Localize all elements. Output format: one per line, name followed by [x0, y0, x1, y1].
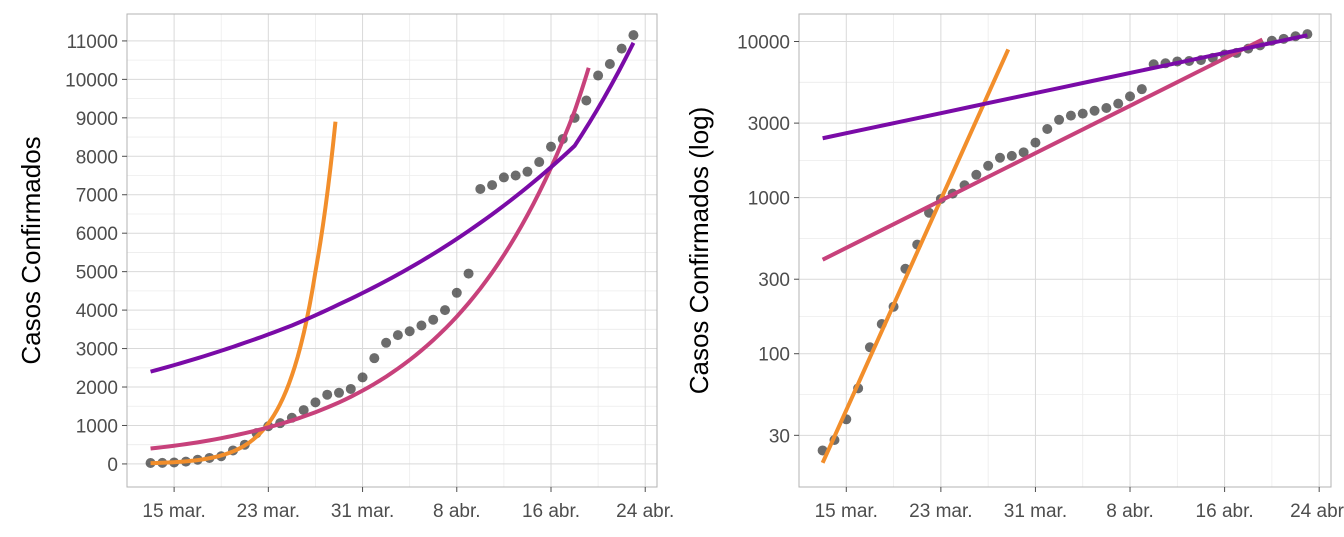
log-plot-background — [799, 14, 1331, 487]
linear-y-tick-label: 10000 — [65, 70, 118, 91]
log-data-point — [1136, 84, 1147, 95]
linear-data-point — [487, 180, 498, 191]
log-x-tick-label: 24 abr. — [1290, 501, 1344, 522]
linear-y-tick-label: 6000 — [76, 224, 118, 245]
log-plot-frame — [798, 13, 1332, 488]
log-data-point — [1065, 110, 1076, 121]
linear-data-point — [440, 305, 450, 316]
log-data-point — [1030, 137, 1041, 148]
linear-data-point — [534, 157, 545, 168]
linear-fit-line-3 — [150, 41, 636, 374]
log-gridlines — [799, 14, 1331, 487]
log-fit-line-2 — [821, 37, 1264, 262]
linear-y-tick-label: 4000 — [76, 301, 118, 322]
linear-data-point — [345, 383, 356, 394]
log-y-tick-label: 300 — [758, 270, 790, 291]
log-data-point — [994, 152, 1005, 163]
linear-data-point — [381, 337, 392, 348]
log-scale-panel: 30 100 300 1000 3000 10000 15 mar. 23 mar. 31 ma… — [684, 13, 1344, 522]
log-x-tick-label: 16 abr. — [1196, 501, 1254, 522]
log-data-point — [1042, 124, 1053, 135]
linear-y-tick-label: 7000 — [76, 186, 118, 207]
linear-data-point — [475, 183, 486, 194]
linear-fit-line-1 — [150, 121, 338, 466]
linear-data-point — [510, 170, 521, 181]
linear-data-point — [581, 95, 592, 106]
linear-data-point — [593, 70, 604, 81]
log-x-tick-label: 31 mar. — [1004, 501, 1067, 522]
log-series-layer — [817, 29, 1313, 464]
linear-x-tick-label: 15 mar. — [142, 501, 205, 522]
linear-series-layer — [145, 30, 639, 468]
linear-data-point — [628, 30, 639, 41]
log-data-point — [1089, 105, 1100, 116]
linear-data-point — [428, 314, 439, 325]
linear-data-point — [463, 268, 474, 279]
linear-data-point — [334, 387, 344, 398]
log-data-point — [1077, 108, 1088, 119]
linear-scale-panel: 0 1000 2000 3000 4000 5000 6000 7000 8000 9000 100… — [16, 13, 674, 522]
log-x-tick-label: 15 mar. — [815, 501, 878, 522]
linear-data-point — [616, 43, 627, 54]
linear-data-point — [404, 326, 415, 337]
linear-data-point — [357, 372, 368, 383]
log-y-axis-title: Casos Confirmados (log) — [684, 107, 714, 395]
log-data-point — [1125, 91, 1136, 102]
log-y-tick-label: 30 — [769, 426, 790, 447]
linear-data-point — [546, 141, 556, 152]
linear-y-tick-label: 3000 — [76, 340, 118, 361]
log-data-point — [1018, 147, 1029, 158]
log-axes: 30 100 300 1000 3000 10000 15 mar. 23 mar. 31 ma… — [737, 32, 1344, 522]
linear-x-tick-label: 16 abr. — [522, 501, 580, 522]
log-fit-line-1 — [820, 48, 1011, 464]
linear-plot-background — [127, 14, 657, 487]
linear-data-point — [322, 389, 333, 400]
linear-data-point — [298, 405, 309, 416]
linear-y-tick-label: 5000 — [76, 263, 118, 284]
linear-data-point — [392, 330, 403, 341]
linear-y-tick-label: 11000 — [67, 32, 118, 53]
log-data-point — [1006, 150, 1017, 161]
log-data-point — [983, 160, 994, 171]
log-data-point — [971, 169, 982, 180]
log-y-tick-label: 1000 — [748, 189, 790, 210]
linear-gridlines — [127, 14, 657, 487]
linear-axes: 0 1000 2000 3000 4000 5000 6000 7000 8000 9000 100… — [65, 32, 674, 522]
linear-data-point — [369, 353, 380, 364]
linear-x-tick-label: 23 mar. — [237, 501, 300, 522]
log-y-tick-label: 100 — [758, 345, 790, 366]
linear-fit-line-2 — [150, 67, 591, 451]
log-data-point — [924, 207, 935, 218]
linear-x-tick-label: 8 abr. — [433, 501, 481, 522]
linear-data-point — [522, 166, 533, 177]
linear-plot-frame — [126, 13, 658, 488]
linear-data-point — [416, 320, 427, 331]
linear-data-point — [310, 397, 321, 408]
linear-y-tick-label: 2000 — [76, 378, 118, 399]
log-y-tick-label: 10000 — [737, 32, 790, 53]
log-data-point — [1113, 98, 1124, 109]
linear-data-point — [604, 58, 615, 69]
linear-y-tick-label: 9000 — [76, 109, 118, 130]
log-x-tick-label: 23 mar. — [909, 501, 972, 522]
linear-x-tick-label: 31 mar. — [331, 501, 394, 522]
linear-y-tick-label: 8000 — [76, 147, 118, 168]
linear-data-point — [451, 287, 462, 298]
linear-y-tick-label: 0 — [107, 455, 118, 476]
log-data-point — [1054, 114, 1065, 125]
linear-y-axis-title: Casos Confirmados — [16, 136, 46, 364]
linear-y-tick-label: 1000 — [76, 416, 118, 437]
linear-x-tick-label: 24 abr. — [616, 501, 674, 522]
log-x-tick-label: 8 abr. — [1106, 501, 1154, 522]
log-y-tick-label: 3000 — [748, 114, 790, 135]
linear-data-point — [498, 172, 509, 183]
log-data-point — [1101, 102, 1112, 113]
log-fit-line-3 — [822, 33, 1308, 141]
